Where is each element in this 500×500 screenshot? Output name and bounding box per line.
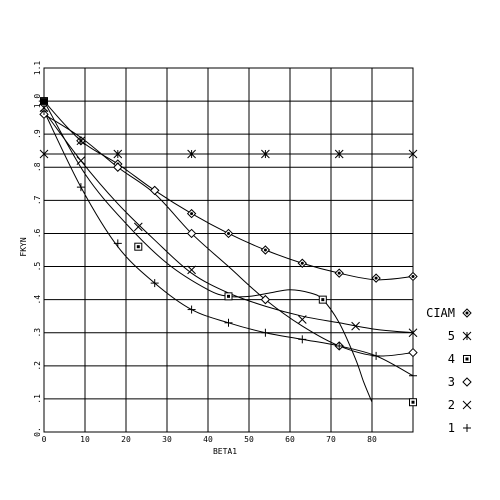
x-tick-label: 30 (162, 435, 172, 444)
x-tick-label: 10 (80, 435, 90, 444)
series-marker-1 (224, 318, 233, 327)
legend-label: 4 (448, 352, 455, 366)
series-line-1 (43, 110, 414, 377)
legend-label: 1 (448, 421, 455, 435)
y-tick-label: .8 (33, 162, 42, 172)
series-marker-1 (298, 335, 307, 344)
x-axis-label: BETA1 (213, 447, 237, 456)
series-markers (39, 97, 418, 407)
plot-border (43, 67, 414, 433)
series-marker-ciam (186, 208, 197, 219)
series-marker-2 (297, 315, 307, 324)
series-marker-1 (76, 183, 85, 192)
x-tick-label: 0 (42, 435, 47, 444)
legend-label: 2 (448, 398, 455, 412)
y-tick-label: .6 (33, 228, 42, 238)
series-marker-3 (260, 294, 271, 305)
y-tick-label: .1 (33, 394, 42, 404)
x-tick-labels: 0 10 20 30 40 50 60 70 80 (42, 435, 377, 444)
series-marker-4 (224, 292, 233, 301)
x-tick-label: 40 (203, 435, 213, 444)
series-marker-2 (76, 156, 86, 166)
series-marker-4 (409, 398, 417, 407)
legend-marker (463, 424, 471, 432)
y-tick-label: .4 (33, 295, 42, 305)
series-marker-5 (334, 149, 344, 159)
series-marker-2 (187, 265, 196, 275)
y-axis-label: FKYN (19, 237, 28, 256)
y-tick-label: 1.0 (33, 94, 42, 109)
series-marker-5 (113, 149, 123, 159)
series-marker-3 (113, 162, 123, 172)
series-marker-1 (372, 351, 381, 360)
y-tick-label: .3 (33, 328, 42, 338)
series-marker-ciam (260, 245, 271, 255)
y-tick-label: .9 (33, 129, 42, 139)
series-marker-3 (408, 347, 418, 358)
y-tick-label: 1.1 (33, 61, 42, 76)
series-marker-2 (351, 321, 360, 331)
start-marker (41, 98, 47, 105)
series-marker-4 (134, 242, 143, 251)
series-line-4 (43, 100, 373, 403)
series-marker-5 (408, 149, 418, 159)
x-tick-label: 60 (285, 435, 295, 444)
series-marker-ciam (223, 228, 234, 239)
series-marker-1 (40, 107, 48, 116)
legend-label: 5 (448, 329, 455, 343)
y-tick-label: .5 (33, 262, 42, 272)
series-marker-1 (187, 305, 196, 314)
series-marker-3 (186, 228, 197, 239)
legend: CIAM 5 4 3 2 1 (426, 306, 472, 435)
x-tick-label: 70 (326, 435, 336, 444)
legend-label: CIAM (426, 306, 455, 320)
y-tick-labels: 0. .1 .2 .3 .4 .5 .6 .7 .8 .9 1.0 1.1 (33, 61, 42, 437)
series-marker-2 (408, 328, 418, 338)
series-marker-5 (76, 136, 86, 146)
legend-label: 3 (448, 375, 455, 389)
series-marker-3 (149, 185, 160, 196)
x-tick-label: 20 (121, 435, 131, 444)
legend-marker (462, 308, 472, 318)
x-tick-label: 80 (367, 435, 377, 444)
series-marker-5 (187, 149, 196, 159)
series-marker-4 (318, 295, 327, 304)
series-line-3 (43, 113, 414, 357)
series-marker-1 (261, 328, 270, 337)
series-marker-1 (113, 239, 122, 248)
x-tick-label: 50 (244, 435, 254, 444)
legend-marker (462, 377, 472, 387)
series-marker-1 (150, 279, 159, 288)
y-tick-label: 0. (33, 427, 42, 437)
grid (44, 68, 413, 432)
series-line-ciam (43, 100, 414, 281)
series-marker-5 (261, 149, 270, 159)
series-marker-1 (409, 371, 417, 380)
series-marker-ciam (371, 273, 381, 283)
series-marker-5 (39, 149, 49, 159)
series-lines (43, 100, 414, 403)
series-marker-ciam (408, 271, 418, 282)
y-tick-label: .2 (33, 361, 42, 371)
series-marker-ciam (334, 268, 344, 278)
series-marker-1 (335, 341, 344, 350)
y-tick-label: .7 (33, 195, 42, 205)
series-marker-ciam (297, 258, 308, 268)
series-marker-2 (133, 222, 143, 232)
legend-marker (463, 355, 471, 363)
legend-marker (462, 331, 472, 341)
plot-frame (43, 67, 414, 433)
legend-marker (462, 400, 472, 410)
